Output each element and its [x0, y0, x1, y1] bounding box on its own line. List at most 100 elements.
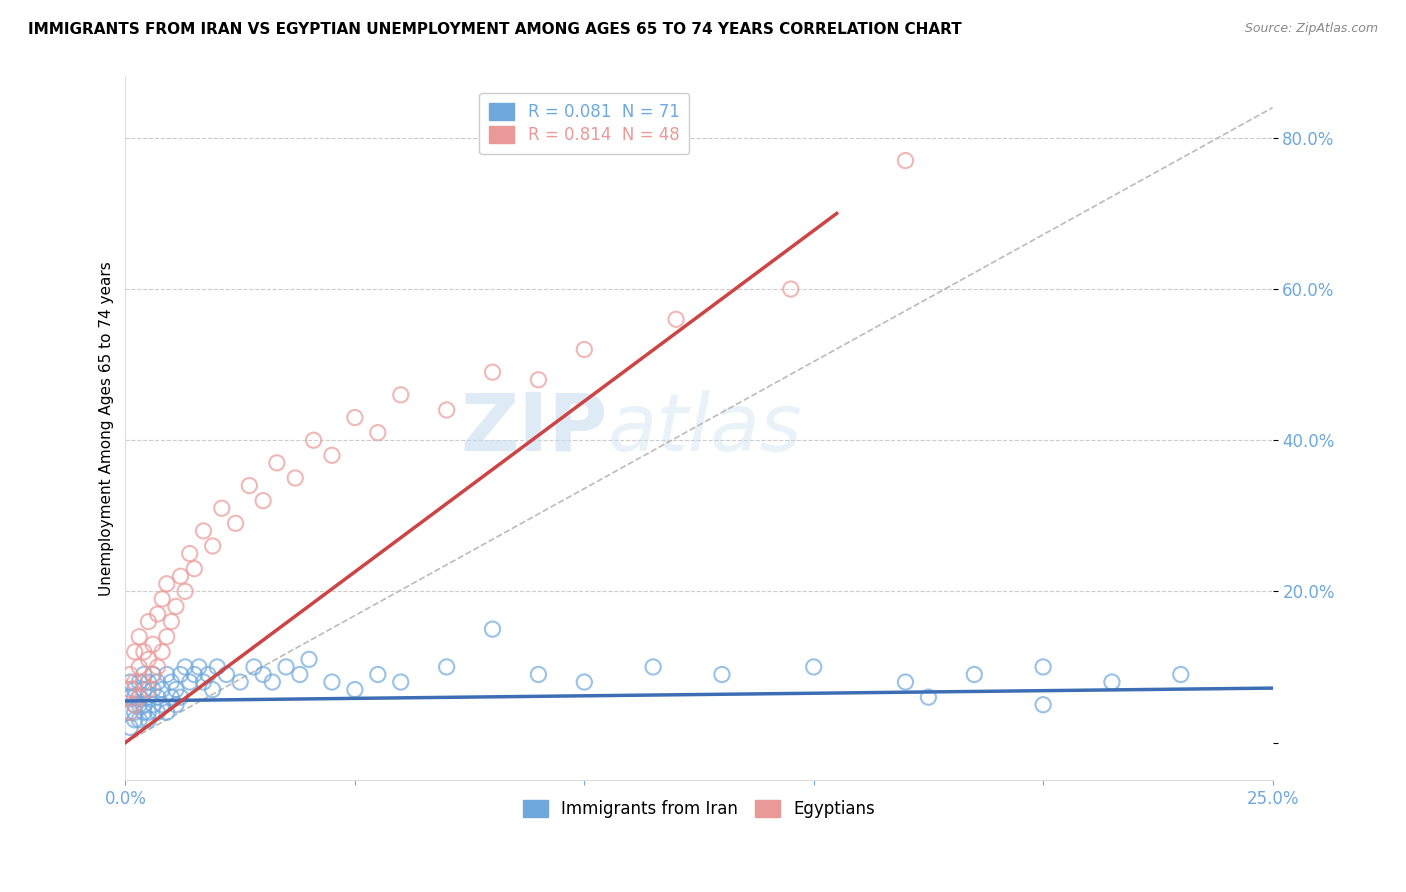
Point [710, 667, 733, 681]
Point [169, 667, 191, 681]
Point [179, 675, 201, 690]
Point [917, 690, 939, 705]
Point [132, 698, 155, 712]
Point [120, 675, 142, 690]
Point [174, 660, 197, 674]
Point [193, 675, 215, 690]
Point [138, 652, 160, 666]
Point [128, 675, 150, 690]
Point [803, 660, 825, 674]
Point [436, 660, 458, 674]
Point [779, 282, 801, 296]
Point [169, 690, 191, 705]
Point [343, 682, 366, 697]
Point [120, 706, 142, 720]
Point [142, 667, 165, 681]
Point [201, 539, 224, 553]
Point [156, 576, 179, 591]
Text: atlas: atlas [607, 390, 801, 468]
Point [1101, 675, 1123, 690]
Point [1170, 667, 1192, 681]
Point [146, 706, 169, 720]
Point [138, 706, 160, 720]
Point [138, 690, 160, 705]
Point [150, 591, 173, 606]
Point [274, 660, 297, 674]
Point [146, 607, 169, 621]
Point [138, 675, 160, 690]
Point [160, 690, 183, 705]
Point [229, 675, 252, 690]
Point [132, 645, 155, 659]
Point [252, 667, 274, 681]
Point [138, 713, 160, 727]
Point [174, 584, 197, 599]
Point [156, 706, 179, 720]
Point [894, 675, 917, 690]
Point [481, 622, 503, 636]
Point [215, 667, 238, 681]
Point [436, 403, 458, 417]
Point [284, 471, 307, 485]
Point [527, 667, 550, 681]
Point [128, 690, 150, 705]
Point [643, 660, 665, 674]
Point [389, 675, 412, 690]
Point [142, 698, 165, 712]
Point [574, 675, 596, 690]
Legend: Immigrants from Iran, Egyptians: Immigrants from Iran, Egyptians [516, 793, 882, 825]
Point [963, 667, 986, 681]
Point [389, 388, 412, 402]
Point [302, 434, 325, 448]
Point [187, 660, 209, 674]
Point [128, 690, 150, 705]
Point [225, 516, 247, 531]
Point [138, 615, 160, 629]
Point [124, 682, 146, 697]
Point [124, 645, 146, 659]
Point [165, 682, 187, 697]
Point [124, 698, 146, 712]
Point [124, 698, 146, 712]
Point [142, 682, 165, 697]
Point [146, 660, 169, 674]
Point [124, 706, 146, 720]
Point [156, 630, 179, 644]
Point [243, 660, 266, 674]
Point [574, 343, 596, 357]
Point [146, 690, 169, 705]
Point [128, 698, 150, 712]
Point [183, 667, 205, 681]
Point [120, 682, 142, 697]
Point [211, 501, 233, 516]
Point [124, 690, 146, 705]
Point [201, 682, 224, 697]
Point [238, 478, 260, 492]
Point [120, 720, 142, 734]
Point [138, 682, 160, 697]
Point [132, 675, 155, 690]
Point [150, 682, 173, 697]
Point [252, 493, 274, 508]
Point [120, 706, 142, 720]
Point [132, 667, 155, 681]
Point [132, 682, 155, 697]
Point [665, 312, 688, 326]
Point [160, 615, 183, 629]
Point [367, 667, 389, 681]
Point [142, 667, 165, 681]
Y-axis label: Unemployment Among Ages 65 to 74 years: Unemployment Among Ages 65 to 74 years [100, 261, 114, 596]
Point [150, 698, 173, 712]
Point [150, 645, 173, 659]
Point [160, 675, 183, 690]
Point [128, 630, 150, 644]
Point [120, 667, 142, 681]
Point [128, 713, 150, 727]
Text: ZIP: ZIP [460, 390, 607, 468]
Point [169, 569, 191, 583]
Point [197, 667, 219, 681]
Point [179, 547, 201, 561]
Point [321, 675, 343, 690]
Point [367, 425, 389, 440]
Point [266, 456, 288, 470]
